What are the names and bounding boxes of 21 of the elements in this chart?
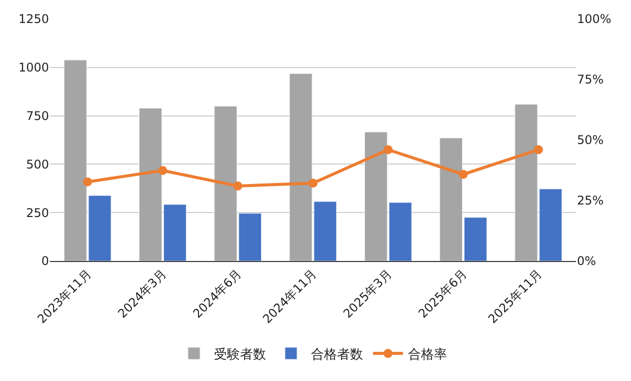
- y2-tick-label: 100%: [577, 12, 612, 26]
- y-tick-label: 0: [41, 254, 49, 268]
- y-tick-label: 500: [26, 157, 49, 172]
- y-tick-label: 250: [26, 206, 49, 220]
- y2-tick-label: 0%: [577, 254, 596, 268]
- point: [458, 170, 468, 179]
- legend-label: 合格率: [408, 346, 447, 362]
- point: [534, 145, 543, 154]
- legend-label: 受験者数: [214, 347, 266, 362]
- y-tick-label: 750: [26, 109, 49, 123]
- legend-label: 合格者数: [311, 347, 363, 362]
- point: [83, 177, 92, 186]
- y2-tick-label: 50%: [577, 133, 604, 148]
- point: [158, 166, 168, 175]
- y2-tick-label: 75%: [577, 72, 604, 87]
- y-tick-label: 1250: [18, 12, 49, 26]
- point: [308, 178, 318, 188]
- y-tick-label: 1000: [18, 60, 49, 75]
- point: [233, 181, 242, 190]
- y2-tick-label: 25%: [577, 194, 604, 208]
- point: [384, 145, 393, 154]
